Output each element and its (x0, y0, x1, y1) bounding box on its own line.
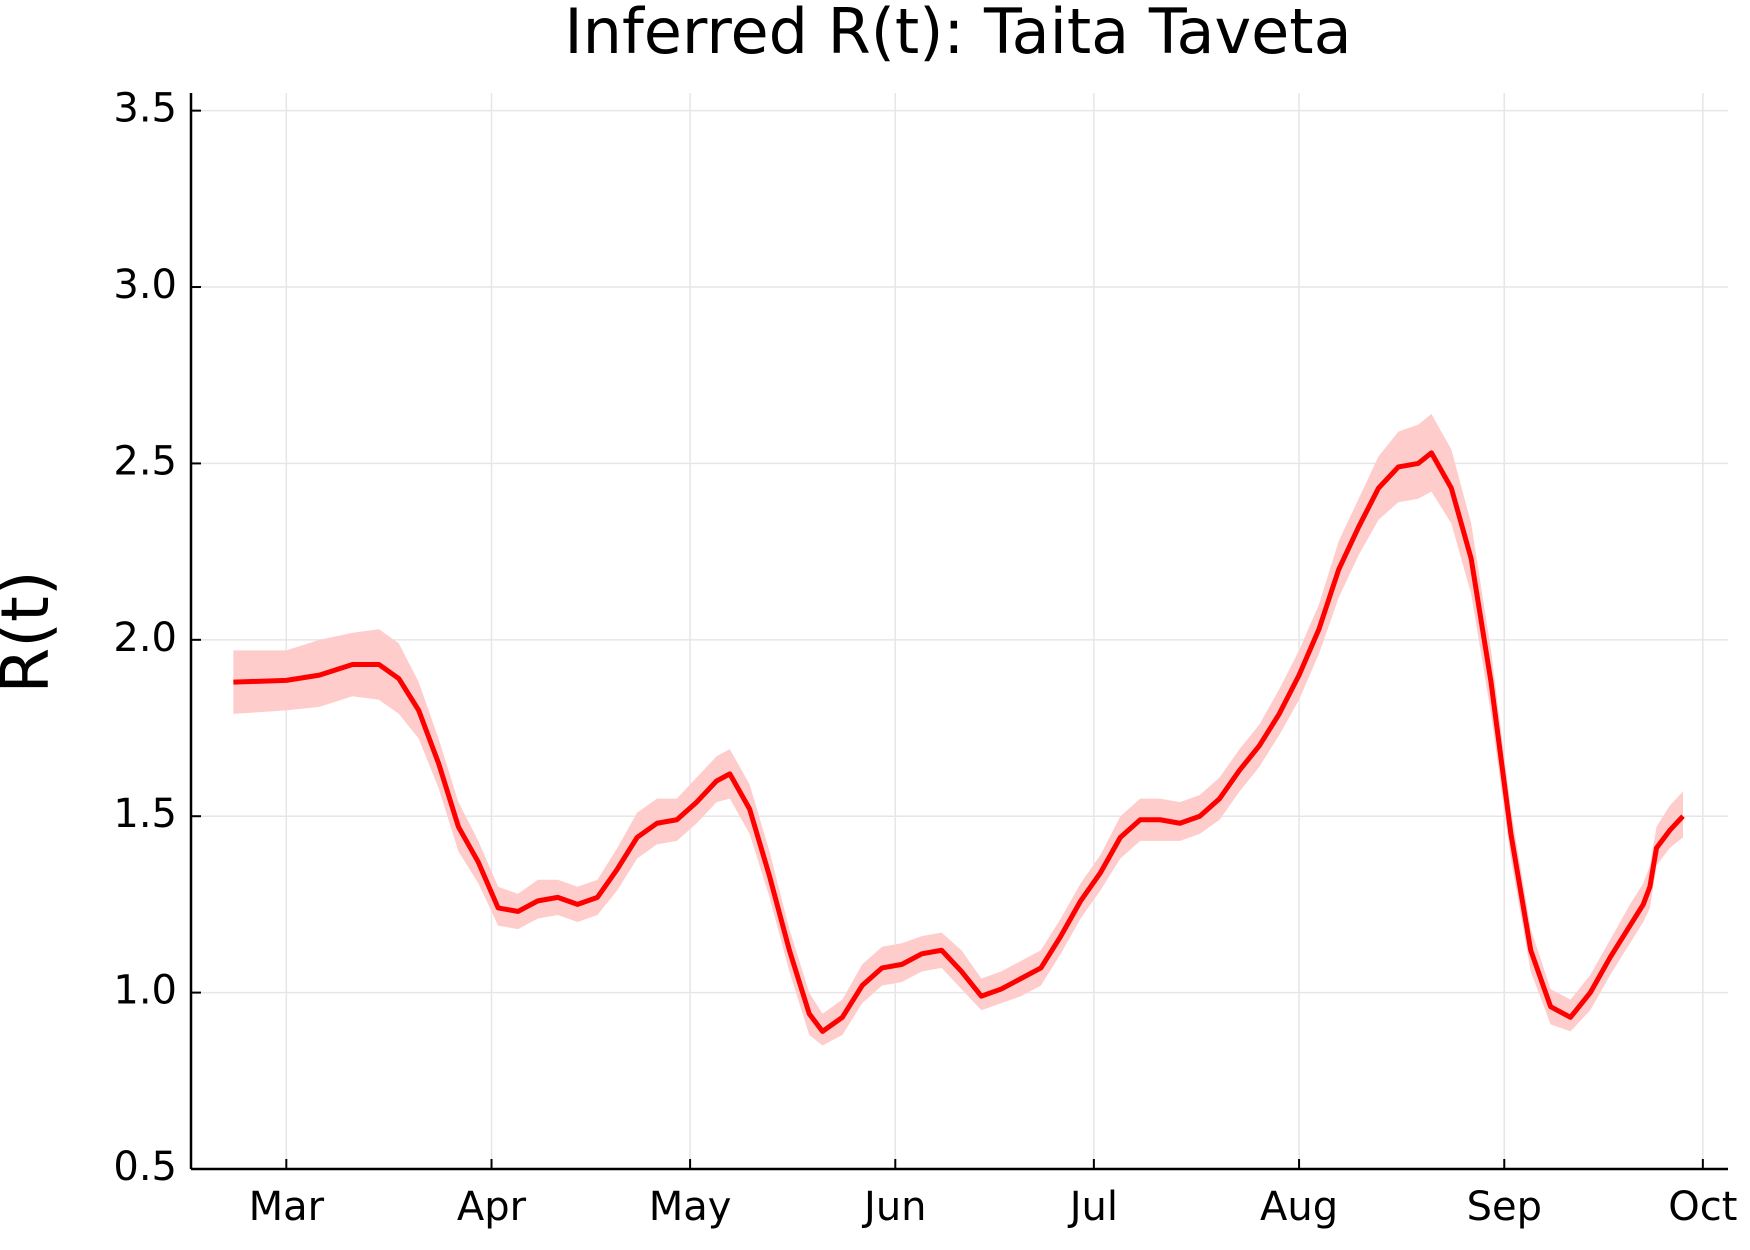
y-tick-label: 1.5 (113, 791, 177, 837)
x-tick-label: Mar (249, 1184, 325, 1230)
chart-title: Inferred R(t): Taita Taveta (564, 0, 1351, 68)
x-tick-label: Oct (1668, 1184, 1737, 1230)
y-tick-label: 3.5 (113, 86, 177, 132)
x-tick-label: Jun (861, 1184, 927, 1230)
y-axis-label: R(t) (0, 570, 64, 693)
y-tick-label: 2.5 (113, 438, 177, 484)
line (233, 450, 1685, 1034)
y-tick-label: 3.0 (113, 262, 177, 308)
y-tick-label: 0.5 (113, 1144, 177, 1190)
x-tick-label: May (649, 1184, 732, 1230)
y-tick-label: 2.0 (113, 615, 177, 661)
confidence-band (233, 414, 1683, 1046)
x-tick-label: Jul (1067, 1184, 1118, 1230)
y-tick-label: 1.0 (113, 968, 177, 1014)
x-tick-label: Sep (1467, 1184, 1542, 1230)
x-tick-label: Aug (1260, 1184, 1338, 1230)
x-tick-label: Apr (457, 1184, 527, 1230)
